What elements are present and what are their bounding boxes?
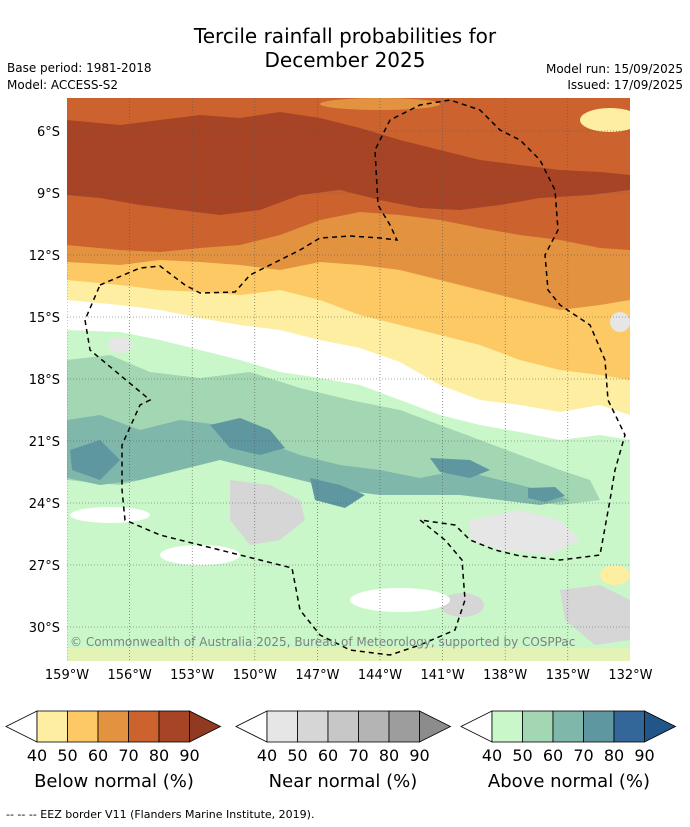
legend-left-arrow [235,710,268,743]
below-normal-40-south-patch [600,565,630,585]
title-line-1: Tercile rainfall probabilities for [193,24,497,48]
legend-label-near: Near normal (%) [268,771,418,792]
legend-tick-label: 70 [573,746,593,765]
legend-color-cell [552,710,584,743]
legend-tick-label: 50 [512,746,532,765]
lat-tick-label: 12°S [29,249,60,264]
legend-right-arrow [419,710,452,743]
lon-tick-label: 144°W [358,668,402,683]
lon-tick-label: 153°W [170,668,214,683]
above-normal-70-patch-4 [528,487,565,502]
legend-tick-label: 70 [118,746,138,765]
below-normal-40-south-edge [67,648,630,661]
legend-color-cell [613,710,645,743]
legend-left-arrow [460,710,493,743]
above-normal-70-patch-3 [430,458,490,478]
lon-tick-label: 141°W [421,668,465,683]
lon-tick-label: 135°W [546,668,590,683]
legend-above: 40 50 60 70 80 90 [460,710,677,765]
legend-color-cell [158,710,190,743]
lat-tick-label: 18°S [29,373,60,388]
legend-below: 40 50 60 70 80 90 [5,710,222,765]
title-line-2: December 2025 [264,48,426,72]
below-normal-80-band [67,112,630,215]
eez-border [84,99,626,656]
lat-tick-label: 27°S [29,559,60,574]
latitude-labels: 6°S 9°S 12°S 15°S 18°S 21°S 24°S 27°S 30°S [29,125,60,636]
near-normal-band [67,300,630,440]
model-text: Model: ACCESS-S2 [7,78,119,92]
legend-color-cell [358,710,390,743]
legend-tick-label: 90 [179,746,199,765]
lat-tick-label: 21°S [29,435,60,450]
copyright-text: © Commonwealth of Australia 2025, Bureau… [70,635,575,649]
legend-label-above: Above normal (%) [487,771,651,792]
longitude-labels: 159°W 156°W 153°W 150°W 147°W 144°W 141°W 138°W… [45,668,653,683]
lon-tick-label: 150°W [233,668,277,683]
legend-tick-label: 60 [88,746,108,765]
legend-color-cell [327,710,359,743]
lon-tick-label: 138°W [483,668,527,683]
legend-right-arrow [644,710,677,743]
legend-color-cell [297,710,329,743]
legend-label-below: Below normal (%) [34,771,194,792]
lon-tick-label: 132°W [608,668,652,683]
near-normal-grey-patch-4 [440,593,484,617]
below-normal-40-patch [580,108,630,132]
legend-tick-label: 80 [379,746,399,765]
legend-color-cell [36,710,68,743]
legend-color-cell [97,710,129,743]
near-normal-grey-patch-3 [560,585,630,645]
above-normal-70-patch-1 [210,418,285,455]
near-normal-grey-patch-6 [610,312,630,332]
legend-tick-label: 40 [27,746,47,765]
lat-tick-label: 24°S [29,497,60,512]
legend-color-cell [67,710,99,743]
legend-tick-label: 50 [57,746,77,765]
legend-left-arrow [5,710,38,743]
eez-footer-note: -- -- -- EEZ border V11 (Flanders Marine… [6,808,315,821]
legend-tick-label: 90 [634,746,654,765]
base-period-text: Base period: 1981-2018 [7,61,152,75]
model-run-text: Model run: 15/09/2025 [545,62,683,76]
legend-tick-label: 80 [149,746,169,765]
lat-tick-label: 9°S [37,187,60,202]
legend-tick-label: 70 [348,746,368,765]
legend-tick-label: 40 [257,746,277,765]
lat-tick-label: 6°S [37,125,60,140]
map-fill [67,98,630,661]
legend-near: 40 50 60 70 80 90 [235,710,452,765]
near-normal-grey-patch-1 [230,480,305,545]
above-normal-70-patch-5 [70,440,120,480]
lon-tick-label: 147°W [295,668,339,683]
lat-tick-label: 30°S [29,621,60,636]
map-gridlines [67,98,630,661]
legend-color-cell [583,710,615,743]
near-normal-white-patch-2 [160,545,240,565]
near-normal-grey-patch-2 [470,510,580,555]
near-normal-grey-patch-5 [108,337,132,353]
legend-color-cell [388,710,420,743]
legend-tick-label: 80 [604,746,624,765]
legend-color-cell [266,710,298,743]
near-normal-white-patch-3 [350,588,450,612]
legend-tick-label: 90 [409,746,429,765]
near-normal-white-patch-1 [70,507,150,523]
lon-tick-label: 159°W [45,668,89,683]
lat-tick-label: 15°S [29,311,60,326]
legend-color-cell [522,710,554,743]
issued-text: Issued: 17/09/2025 [567,78,683,92]
legend-group: 40 50 60 70 80 90 40 50 60 70 80 90 40 50 60 70 80 90 [5,710,677,765]
above-normal-60-region [67,415,570,505]
legend-tick-label: 50 [287,746,307,765]
legend-color-cell [128,710,160,743]
legend-tick-label: 60 [543,746,563,765]
lon-tick-label: 156°W [108,668,152,683]
legend-tick-label: 60 [318,746,338,765]
above-normal-70-patch-2 [310,478,365,508]
legend-right-arrow [189,710,222,743]
legend-color-cell [491,710,523,743]
legend-tick-label: 40 [482,746,502,765]
